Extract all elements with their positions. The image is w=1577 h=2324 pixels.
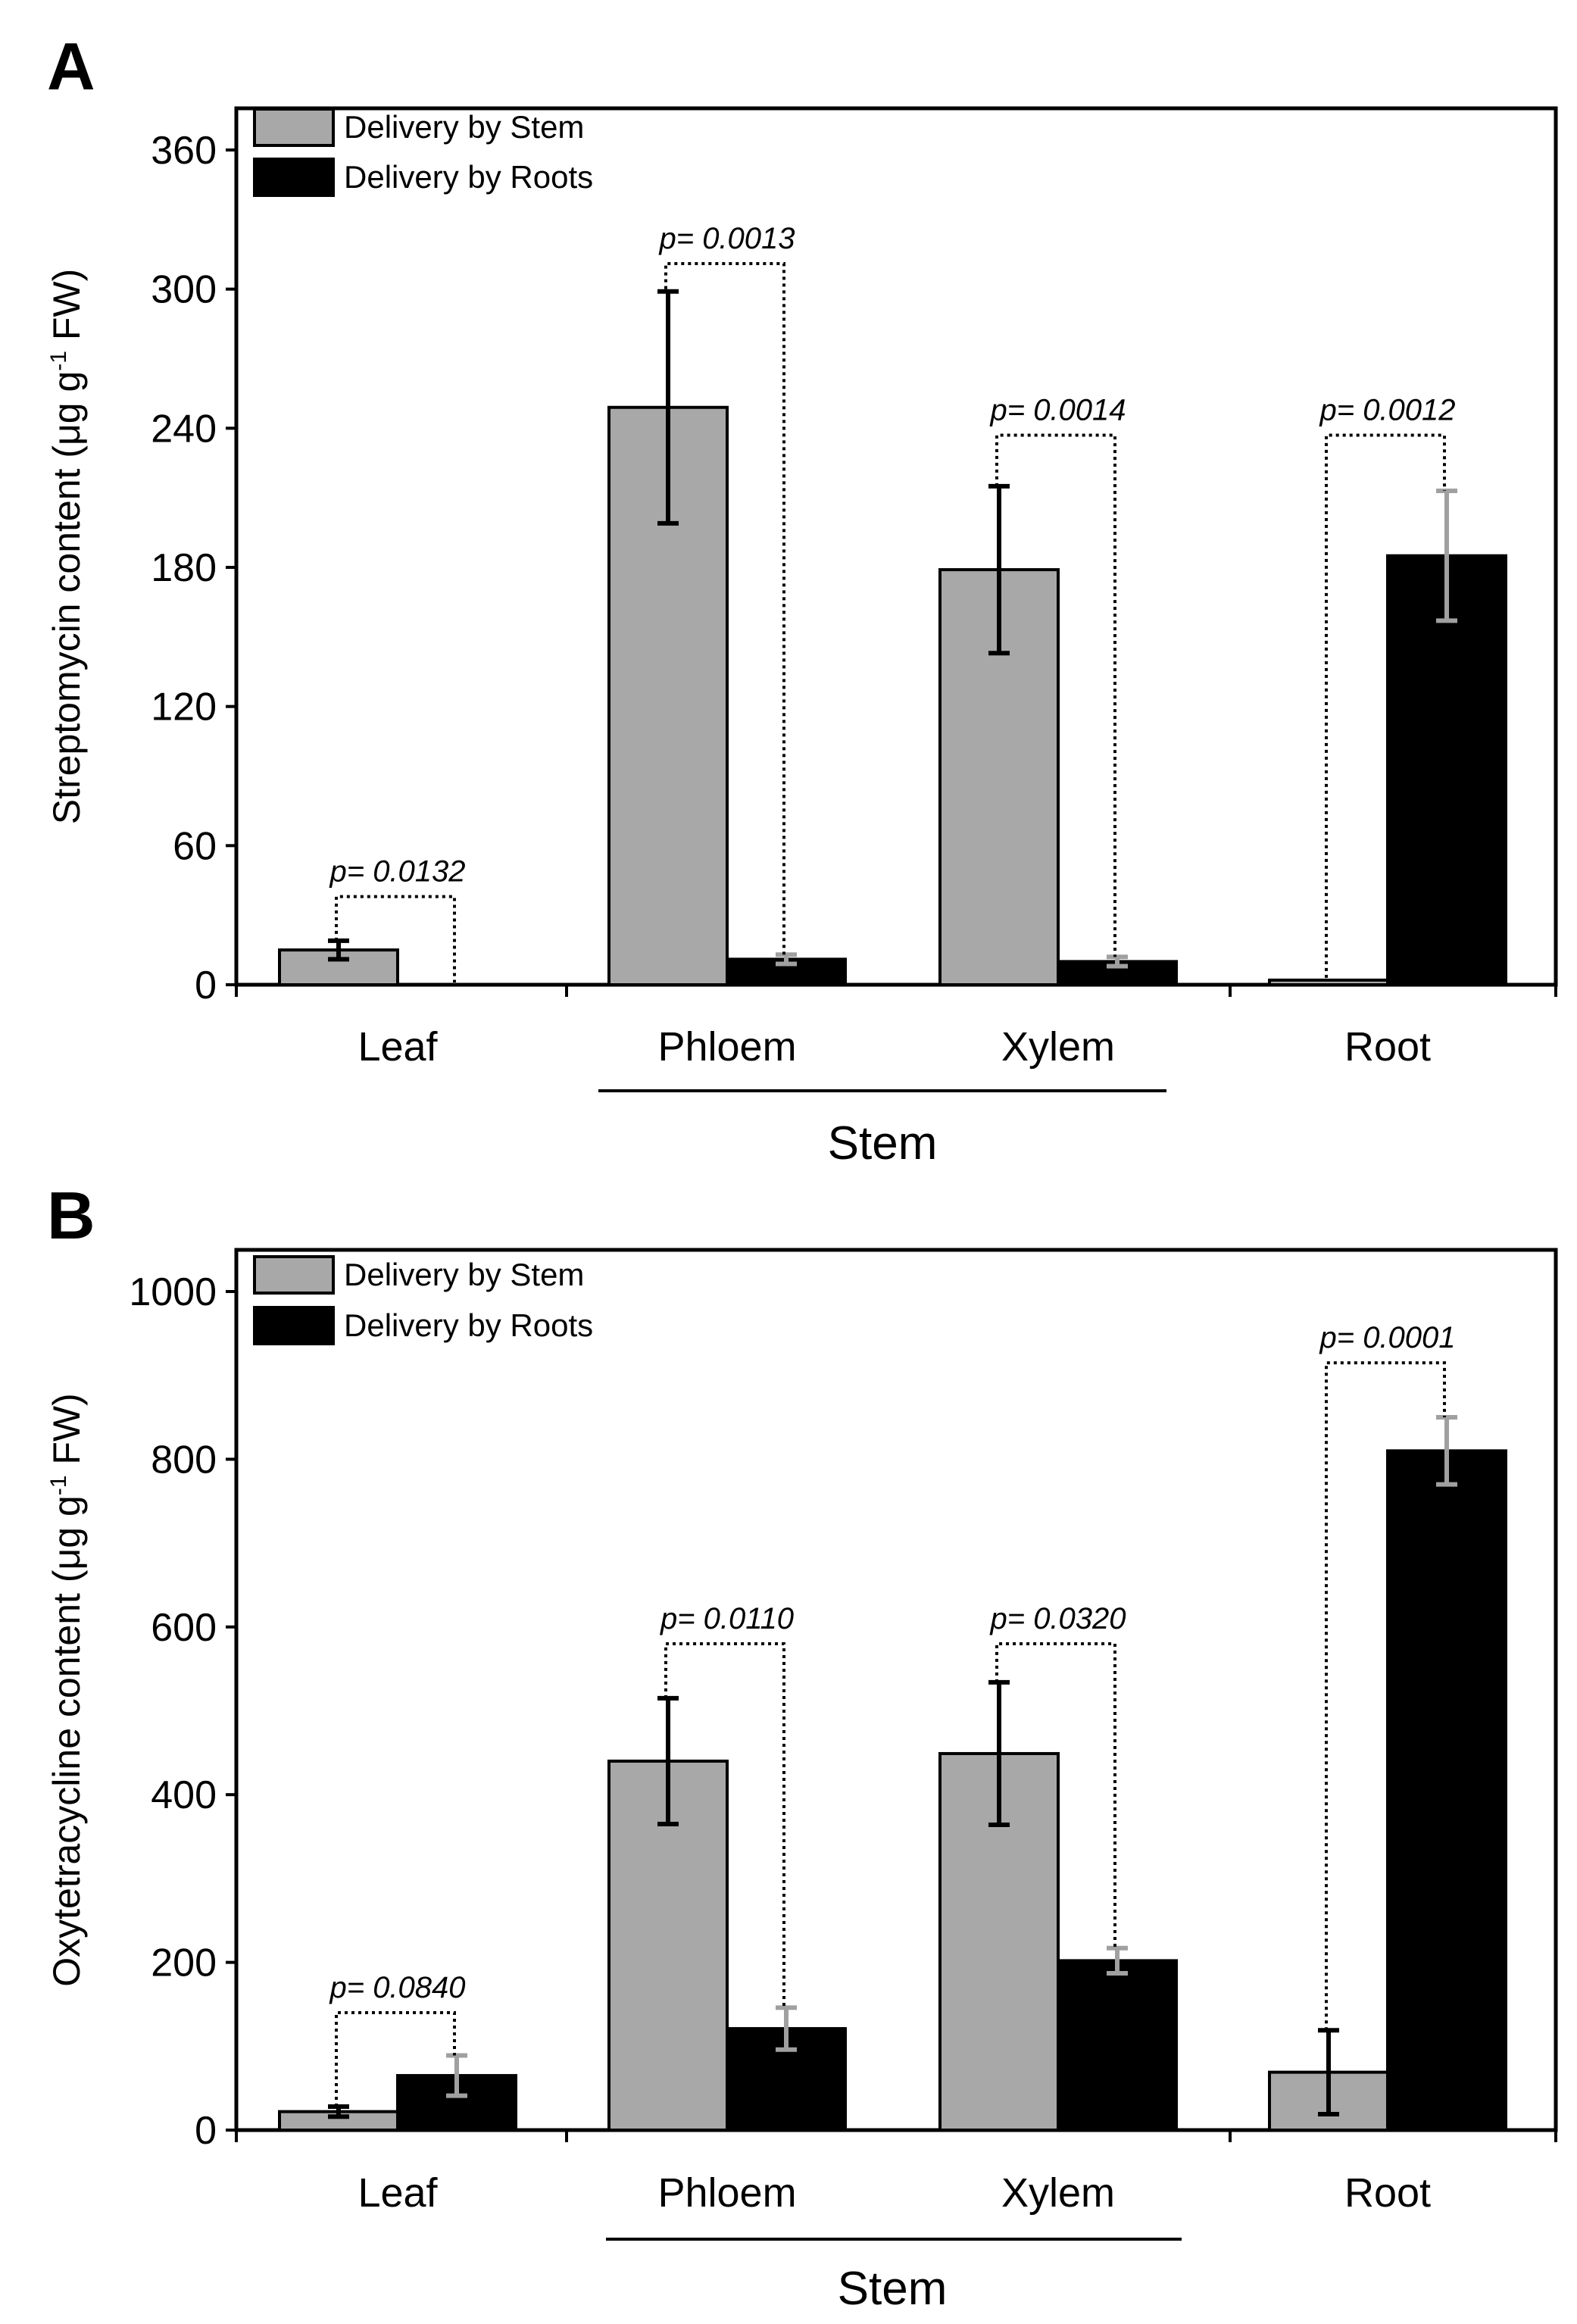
y-tick-label: 360: [151, 129, 217, 173]
y-axis-label-part: Oxytetracycline content (μg g: [45, 1495, 88, 1987]
y-tick-label: 1000: [129, 1270, 217, 1314]
y-tick-label: 300: [151, 268, 217, 312]
x-category-label: Root: [1344, 1024, 1431, 1070]
y-tick-label: 600: [151, 1606, 217, 1650]
y-axis-label: Streptomycin content (μg g-1 FW): [45, 269, 88, 825]
y-axis-label-superscript: -1: [46, 1476, 71, 1496]
p-value-label: p= 0.0013: [658, 222, 795, 255]
y-tick-label: 400: [151, 1773, 217, 1817]
x-category-label: Leaf: [358, 2170, 438, 2216]
bar-roots: [1386, 554, 1507, 986]
p-value-label: p= 0.0110: [660, 1602, 794, 1635]
legend-label: Delivery by Roots: [344, 1307, 593, 1343]
bar-roots: [1386, 1449, 1507, 2132]
plot-frame: [234, 1248, 1558, 2132]
x-category-label: Xylem: [1001, 1024, 1115, 1070]
plot-frame: [234, 106, 1558, 987]
p-value-bracket: [1325, 1361, 1446, 2031]
bar-stem: [1268, 978, 1389, 987]
y-tick-label: 180: [151, 546, 217, 590]
legend-label: Delivery by Stem: [344, 109, 584, 145]
panel-letter: A: [47, 29, 95, 104]
x-category-label: Root: [1344, 2170, 1431, 2216]
p-value-label: p= 0.0001: [1319, 1321, 1455, 1354]
p-value-label: p= 0.0012: [1319, 394, 1455, 427]
y-tick-label: 240: [151, 407, 217, 451]
panel-a-chart: A Streptomycin content (μg g-1 FW) 0 60 120 1…: [45, 29, 1558, 1170]
y-tick-label: 0: [195, 2109, 217, 2153]
y-tick-label: 60: [173, 824, 217, 868]
legend-swatch: [253, 1255, 335, 1295]
bar-roots: [1057, 1959, 1178, 2132]
p-value-label: p= 0.0840: [329, 1971, 465, 2004]
legend-swatch: [253, 108, 335, 147]
panel-b-chart: B Oxytetracycline content (μg g-1 FW) 0 200…: [45, 1178, 1558, 2315]
p-value-label: p= 0.0132: [329, 855, 465, 889]
y-tick-label: 200: [151, 1941, 217, 1985]
y-axis-label-part: Streptomycin content (μg g: [45, 371, 88, 825]
x-category-label: Xylem: [1001, 2170, 1115, 2216]
legend-swatch: [253, 1306, 335, 1345]
p-value-bracket: [1325, 433, 1446, 978]
legend-swatch: [253, 158, 335, 197]
x-category-label: Phloem: [657, 1024, 796, 1070]
y-axis-label-part: FW): [45, 1393, 88, 1475]
p-value-bracket: [664, 1641, 785, 2008]
y-tick-label: 800: [151, 1438, 217, 1482]
group-label: Stem: [838, 2263, 948, 2315]
y-axis-label-part: FW): [45, 269, 88, 351]
p-value-bracket: [335, 895, 456, 982]
p-value-bracket: [995, 433, 1116, 957]
p-value-label: p= 0.0014: [989, 394, 1126, 427]
y-tick-label: 120: [151, 686, 217, 729]
legend-label: Delivery by Stem: [344, 1257, 584, 1292]
group-label: Stem: [828, 1117, 938, 1170]
p-value-bracket: [995, 1641, 1116, 1948]
x-category-label: Leaf: [358, 1024, 438, 1070]
p-value-bracket: [664, 261, 785, 955]
bar-stem: [938, 568, 1060, 986]
x-category-label: Phloem: [657, 2170, 796, 2216]
y-axis-label: Oxytetracycline content (μg g-1 FW): [45, 1393, 88, 1987]
p-value-bracket: [335, 2011, 456, 2107]
p-value-label: p= 0.0320: [989, 1602, 1126, 1635]
y-tick-label: 0: [195, 964, 217, 1007]
bar-roots: [1057, 960, 1178, 987]
panel-letter: B: [47, 1178, 95, 1253]
legend-label: Delivery by Roots: [344, 159, 593, 195]
y-axis-label-superscript: -1: [46, 351, 71, 371]
